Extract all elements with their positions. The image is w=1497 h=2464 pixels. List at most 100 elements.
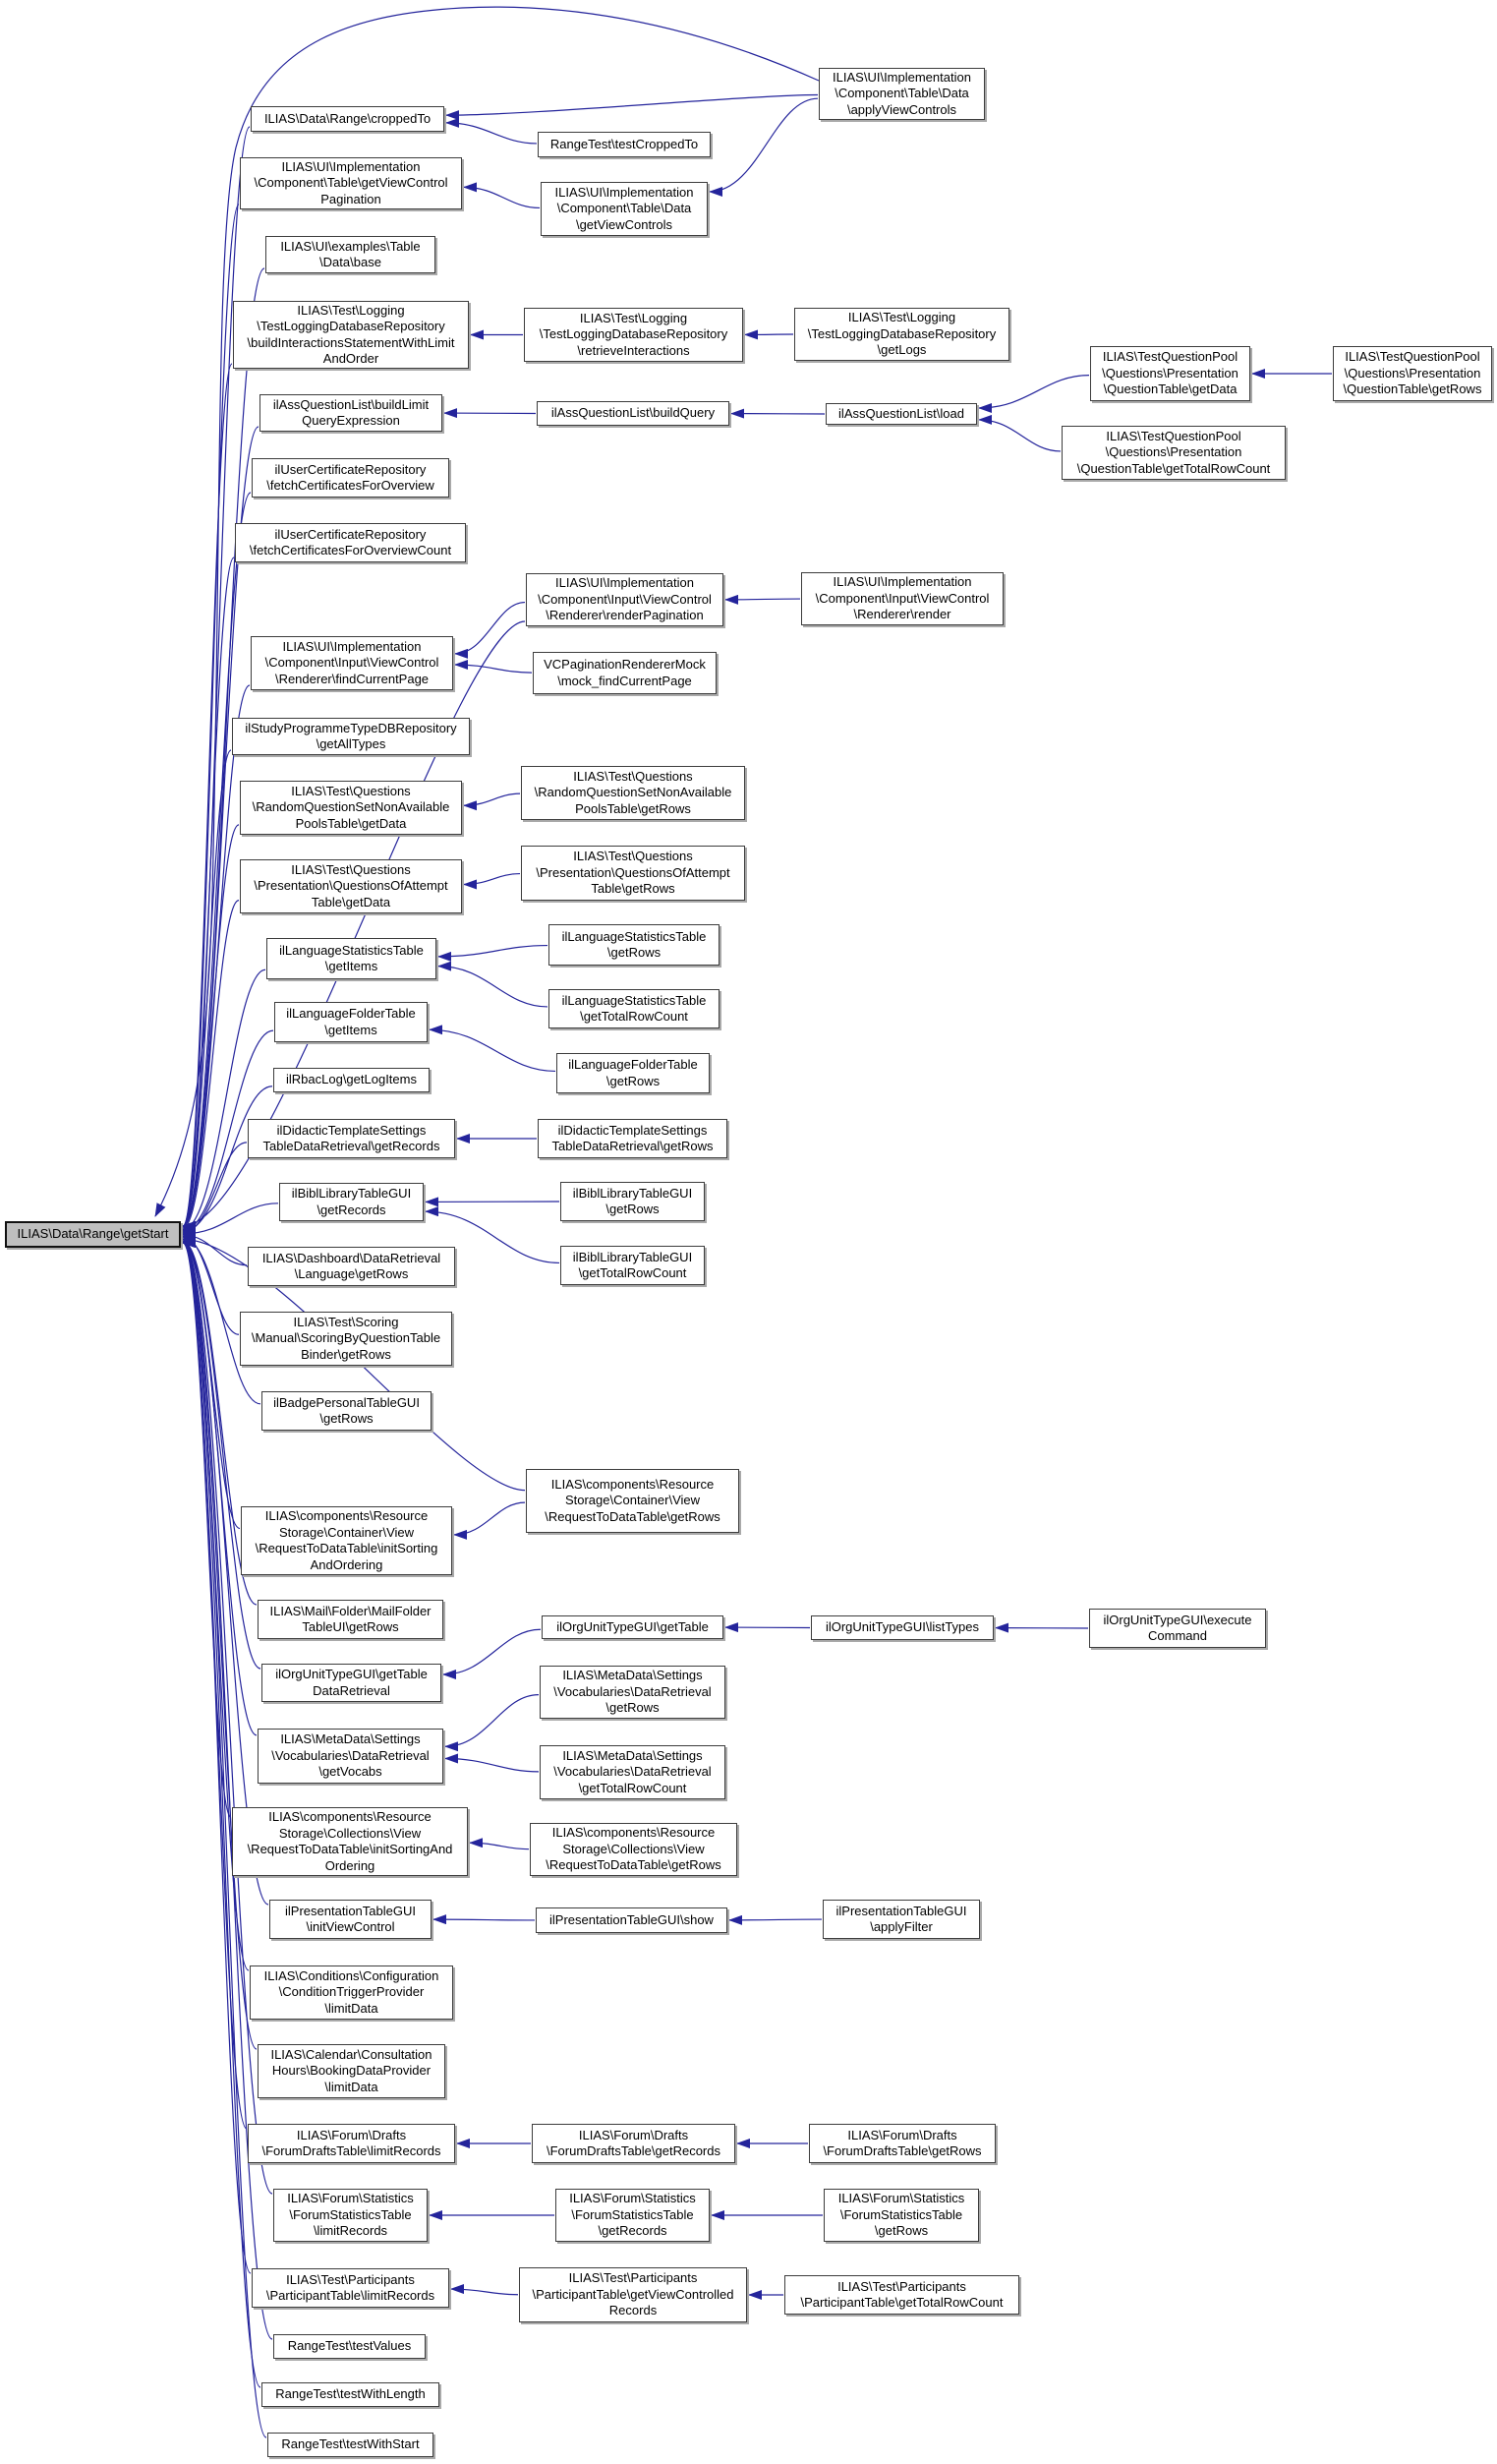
edge-render-to-renderPagination: [724, 594, 801, 605]
graph-node-testValues[interactable]: RangeTest\testValues: [273, 2334, 426, 2359]
graph-node-collectionsInitSorting[interactable]: ILIAS\components\Resource Storage\Collec…: [232, 1807, 468, 1876]
edge-renderPagination-to-findCurrentPage: [454, 601, 526, 659]
graph-node-metaGetRows[interactable]: ILIAS\MetaData\Settings \Vocabularies\Da…: [540, 1666, 725, 1719]
graph-node-fdGetRows[interactable]: ILIAS\Forum\Drafts \ForumDraftsTable\get…: [809, 2124, 996, 2163]
edge-applyViewControls-to-getStart: [154, 6, 820, 1217]
graph-node-render[interactable]: ILIAS\UI\Implementation \Component\Input…: [801, 572, 1004, 625]
edge-presShow-to-presInitVC: [432, 1914, 536, 1925]
graph-node-gvcPagination[interactable]: ILIAS\UI\Implementation \Component\Table…: [240, 157, 462, 209]
graph-node-fdLimitRecords[interactable]: ILIAS\Forum\Drafts \ForumDraftsTable\lim…: [248, 2124, 455, 2163]
graph-node-buildQuery[interactable]: ilAssQuestionList\buildQuery: [537, 401, 729, 426]
edge-lsGetTRC-to-lsGetItems: [437, 961, 548, 1008]
graph-node-didacticGetRecords[interactable]: ilDidacticTemplateSettings TableDataRetr…: [248, 1119, 455, 1158]
edge-applyViewControls-to-croppedTo: [445, 93, 819, 121]
graph-node-fdGetRecords[interactable]: ILIAS\Forum\Drafts \ForumDraftsTable\get…: [532, 2124, 735, 2163]
graph-node-fsGetRecords[interactable]: ILIAS\Forum\Statistics \ForumStatisticsT…: [555, 2189, 710, 2242]
graph-node-attemptGetData[interactable]: ILIAS\Test\Questions \Presentation\Quest…: [240, 859, 462, 913]
graph-node-buildLimitQE[interactable]: ilAssQuestionList\buildLimit QueryExpres…: [259, 394, 442, 432]
graph-node-collectionsGetRows[interactable]: ILIAS\components\Resource Storage\Collec…: [530, 1823, 737, 1876]
edge-attemptGetData-to-getStart: [182, 900, 240, 1233]
edge-orgUnitGTDR-to-getStart: [182, 1237, 261, 1670]
graph-node-containerGetRows[interactable]: ILIAS\components\Resource Storage\Contai…: [526, 1469, 739, 1533]
graph-node-rbacLog[interactable]: ilRbacLog\getLogItems: [273, 1068, 430, 1092]
edge-metaGetRows-to-metaGetVocabs: [444, 1694, 540, 1752]
graph-node-findCurrentPage[interactable]: ILIAS\UI\Implementation \Component\Input…: [251, 636, 453, 690]
edge-biblGetRecords-to-getStart: [182, 1203, 279, 1239]
graph-node-lfGetRows[interactable]: ilLanguageFolderTable \getRows: [556, 1053, 710, 1093]
graph-node-containerInitSorting[interactable]: ILIAS\components\Resource Storage\Contai…: [241, 1506, 452, 1575]
edge-renderPagination-to-getStart: [182, 620, 526, 1231]
graph-node-biblGetRows[interactable]: ilBiblLibraryTableGUI \getRows: [560, 1182, 705, 1221]
graph-node-conditionsLimitData[interactable]: ILIAS\Conditions\Configuration \Conditio…: [250, 1965, 453, 2020]
edge-qpGetData-to-load: [978, 375, 1090, 413]
graph-node-randomGetRows[interactable]: ILIAS\Test\Questions \RandomQuestionSetN…: [521, 766, 745, 820]
graph-node-getLogs[interactable]: ILIAS\Test\Logging \TestLoggingDatabaseR…: [794, 308, 1009, 361]
graph-node-biblGetTRC[interactable]: ilBiblLibraryTableGUI \getTotalRowCount: [560, 1246, 705, 1285]
graph-node-presShow[interactable]: ilPresentationTableGUI\show: [536, 1907, 727, 1933]
graph-node-getAllTypes[interactable]: ilStudyProgrammeTypeDBRepository \getAll…: [232, 718, 470, 755]
graph-node-load[interactable]: ilAssQuestionList\load: [826, 403, 977, 425]
graph-node-qpGetData[interactable]: ILIAS\TestQuestionPool \Questions\Presen…: [1090, 346, 1250, 401]
graph-node-qpGetRows[interactable]: ILIAS\TestQuestionPool \Questions\Presen…: [1333, 346, 1492, 401]
edge-lsGetItems-to-getStart: [182, 968, 266, 1235]
graph-node-randomGetData[interactable]: ILIAS\Test\Questions \RandomQuestionSetN…: [240, 781, 462, 835]
graph-node-qpGetTRC[interactable]: ILIAS\TestQuestionPool \Questions\Presen…: [1062, 426, 1286, 480]
edge-testWithLength-to-getStart: [182, 1238, 261, 2388]
graph-node-testWithLength[interactable]: RangeTest\testWithLength: [261, 2382, 439, 2407]
graph-node-applyViewControls[interactable]: ILIAS\UI\Implementation \Component\Table…: [819, 68, 985, 120]
graph-node-retrieveInteractions[interactable]: ILIAS\Test\Logging \TestLoggingDatabaseR…: [524, 308, 743, 362]
edge-testWithStart-to-getStart: [182, 1238, 267, 2438]
edge-partGetViewControlled-to-partLimitRecords: [450, 2284, 519, 2296]
graph-node-fetchCerts[interactable]: ilUserCertificateRepository \fetchCertif…: [252, 458, 449, 498]
edge-mockFindCurrentPage-to-findCurrentPage: [454, 660, 533, 674]
graph-node-dashboardGetRows[interactable]: ILIAS\Dashboard\DataRetrieval \Language\…: [248, 1247, 455, 1286]
edge-fetchCertsCount-to-getStart: [182, 557, 235, 1231]
graph-node-badgeGetRows[interactable]: ilBadgePersonalTableGUI \getRows: [261, 1391, 432, 1431]
edge-partLimitRecords-to-getStart: [182, 1238, 252, 2274]
graph-node-examplesBase[interactable]: ILIAS\UI\examples\Table \Data\base: [265, 236, 435, 273]
graph-node-didacticGetRows[interactable]: ilDidacticTemplateSettings TableDataRetr…: [538, 1119, 727, 1158]
graph-node-lfGetItems[interactable]: ilLanguageFolderTable \getItems: [274, 1002, 428, 1042]
graph-node-fsLimitRecords[interactable]: ILIAS\Forum\Statistics \ForumStatisticsT…: [273, 2189, 428, 2242]
graph-node-mockFindCurrentPage[interactable]: VCPaginationRendererMock \mock_findCurre…: [533, 652, 717, 694]
graph-node-execCommand[interactable]: ilOrgUnitTypeGUI\execute Command: [1089, 1609, 1266, 1648]
edge-containerGetRows-to-containerInitSorting: [453, 1501, 526, 1540]
graph-node-metaGetTRC[interactable]: ILIAS\MetaData\Settings \Vocabularies\Da…: [540, 1745, 725, 1799]
graph-node-calendarLimitData[interactable]: ILIAS\Calendar\Consultation Hours\Bookin…: [258, 2044, 445, 2098]
edge-biblGetTRC-to-biblGetRecords: [425, 1206, 560, 1264]
graph-node-presApplyFilter[interactable]: ilPresentationTableGUI \applyFilter: [823, 1900, 980, 1939]
graph-node-testCroppedTo[interactable]: RangeTest\testCroppedTo: [538, 132, 711, 157]
graph-node-listTypes[interactable]: ilOrgUnitTypeGUI\listTypes: [811, 1615, 994, 1640]
graph-node-mailFolderGetRows[interactable]: ILIAS\Mail\Folder\MailFolder TableUI\get…: [258, 1600, 443, 1639]
graph-node-fsGetRows[interactable]: ILIAS\Forum\Statistics \ForumStatisticsT…: [824, 2189, 979, 2242]
graph-node-scoringGetRows[interactable]: ILIAS\Test\Scoring \Manual\ScoringByQues…: [240, 1312, 452, 1366]
graph-node-presInitVC[interactable]: ilPresentationTableGUI \initViewControl: [269, 1900, 432, 1939]
edge-testCroppedTo-to-croppedTo: [445, 117, 538, 145]
graph-node-metaGetVocabs[interactable]: ILIAS\MetaData\Settings \Vocabularies\Da…: [258, 1729, 443, 1784]
graph-node-orgUnitGetTable[interactable]: ilOrgUnitTypeGUI\getTable: [542, 1615, 723, 1639]
graph-node-renderPagination[interactable]: ILIAS\UI\Implementation \Component\Input…: [526, 573, 723, 626]
graph-node-lsGetRows[interactable]: ilLanguageStatisticsTable \getRows: [548, 924, 720, 966]
graph-node-attemptGetRows[interactable]: ILIAS\Test\Questions \Presentation\Quest…: [521, 846, 745, 901]
graph-node-partLimitRecords[interactable]: ILIAS\Test\Participants \ParticipantTabl…: [252, 2268, 449, 2308]
edge-presApplyFilter-to-presShow: [728, 1914, 823, 1925]
graph-node-buildInteractions[interactable]: ILIAS\Test\Logging \TestLoggingDatabaseR…: [233, 301, 469, 369]
graph-node-getViewControls[interactable]: ILIAS\UI\Implementation \Component\Table…: [541, 182, 708, 236]
graph-node-partGetTRC[interactable]: ILIAS\Test\Participants \ParticipantTabl…: [784, 2275, 1019, 2315]
graph-node-biblGetRecords[interactable]: ilBiblLibraryTableGUI \getRecords: [279, 1183, 424, 1221]
graph-node-croppedTo[interactable]: ILIAS\Data\Range\croppedTo: [251, 106, 444, 132]
edge-getViewControls-to-gvcPagination: [463, 182, 541, 209]
graph-node-lsGetItems[interactable]: ilLanguageStatisticsTable \getItems: [266, 938, 436, 979]
edge-lsGetRows-to-lsGetItems: [437, 944, 548, 962]
edge-lfGetRows-to-lfGetItems: [429, 1025, 556, 1073]
graph-node-orgUnitGTDR[interactable]: ilOrgUnitTypeGUI\getTable DataRetrieval: [261, 1664, 441, 1702]
edge-collectionsGetRows-to-collectionsInitSorting: [469, 1838, 530, 1850]
graph-node-fetchCertsCount[interactable]: ilUserCertificateRepository \fetchCertif…: [235, 523, 466, 562]
graph-node-getStart[interactable]: ILIAS\Data\Range\getStart: [5, 1221, 181, 1248]
graph-node-testWithStart[interactable]: RangeTest\testWithStart: [267, 2433, 433, 2457]
graph-node-partGetViewControlled[interactable]: ILIAS\Test\Participants \ParticipantTabl…: [519, 2267, 747, 2322]
edge-metaGetTRC-to-metaGetVocabs: [444, 1753, 540, 1773]
graph-node-lsGetTRC[interactable]: ilLanguageStatisticsTable \getTotalRowCo…: [548, 989, 720, 1028]
